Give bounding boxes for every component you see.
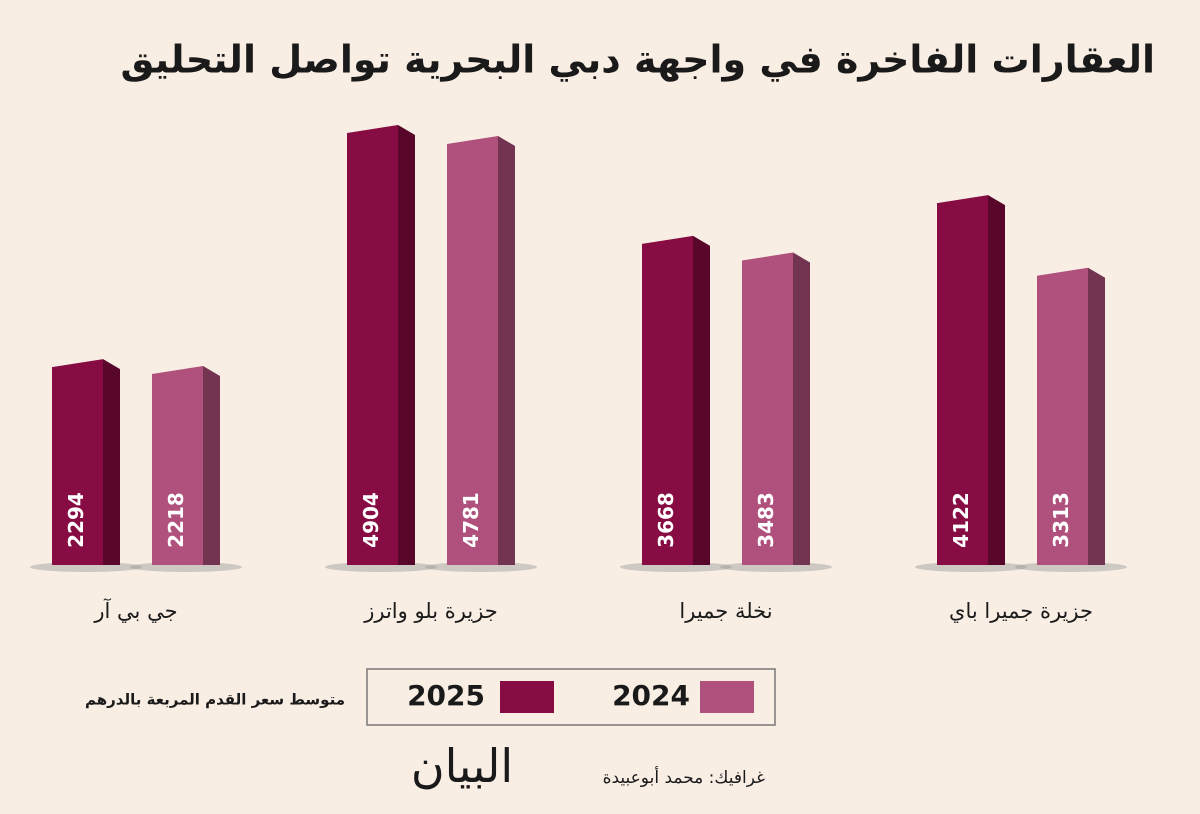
value-label: 2294 <box>64 492 88 548</box>
bar-side-shade <box>793 252 810 566</box>
legend-title: متوسط سعر القدم المربعة بالدرهم <box>85 691 345 709</box>
bar <box>1037 267 1105 565</box>
bar <box>152 365 220 565</box>
value-label: 3668 <box>654 492 678 548</box>
value-label: 4122 <box>949 492 973 548</box>
legend-swatch <box>500 681 554 713</box>
bar-side-shade <box>1088 267 1105 565</box>
legend-label: 2024 <box>612 679 690 712</box>
bar-front <box>742 252 793 566</box>
x-tick-label: جزيرة بلو واترز <box>363 599 498 623</box>
value-label: 4904 <box>359 492 383 548</box>
value-label: 4781 <box>459 492 483 548</box>
bar-side-shade <box>693 235 710 566</box>
bar-side <box>693 235 710 566</box>
bar-side <box>203 365 220 565</box>
bar-front <box>642 235 693 566</box>
credit: غرافيك: محمد أبوعبيدة <box>603 766 766 788</box>
bar-front <box>347 125 398 565</box>
value-label: 3313 <box>1049 492 1073 548</box>
bar <box>937 195 1005 565</box>
legend-box <box>366 668 776 726</box>
bar-side-shade <box>988 195 1005 565</box>
bar-side-shade <box>103 359 120 565</box>
bar-front <box>447 136 498 565</box>
bar-side-shade <box>203 365 220 565</box>
bar-front <box>1037 267 1088 565</box>
value-label: 3483 <box>754 492 778 548</box>
legend-swatch <box>700 681 754 713</box>
bar-side <box>988 195 1005 565</box>
bar-side <box>103 359 120 565</box>
legend-label: 2025 <box>407 679 485 712</box>
x-tick-label: جي بي آر <box>93 598 177 623</box>
bar <box>447 136 515 565</box>
value-label: 2218 <box>164 492 188 548</box>
bar <box>52 359 120 565</box>
bar-side <box>398 125 415 565</box>
bar <box>347 125 415 565</box>
bar-side <box>793 252 810 566</box>
bar-side-shade <box>498 136 515 565</box>
bar-front <box>52 359 103 565</box>
bar-front <box>152 365 203 565</box>
bar-side <box>498 136 515 565</box>
x-tick-label: نخلة جميرا <box>679 599 772 623</box>
bar <box>642 235 710 566</box>
bar-side-shade <box>398 125 415 565</box>
chart-title: العقارات الفاخرة في واجهة دبي البحرية تو… <box>121 38 1156 83</box>
bar-front <box>937 195 988 565</box>
bar-side <box>1088 267 1105 565</box>
x-tick-label: جزيرة جميرا باي <box>949 599 1093 623</box>
bar <box>742 252 810 566</box>
logo: البيان <box>411 739 513 793</box>
